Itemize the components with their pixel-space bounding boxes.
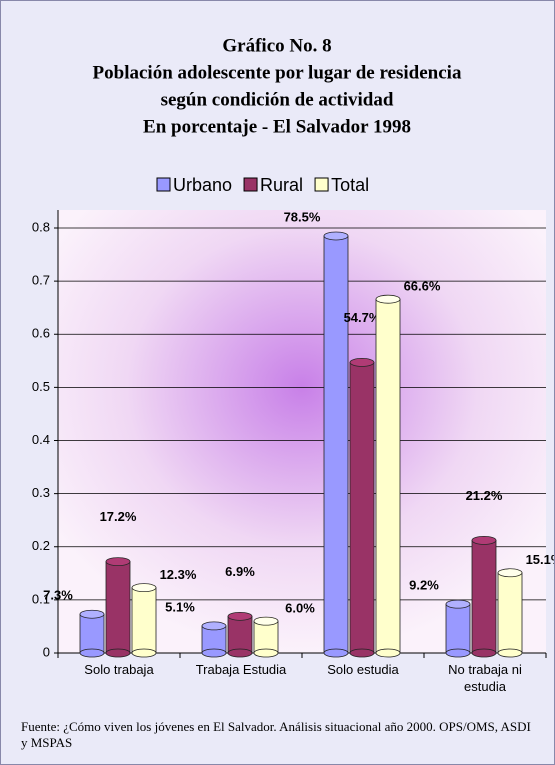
- legend-label: Urbano: [173, 175, 232, 195]
- bar-base: [79, 648, 105, 658]
- x-tick-label-box: No trabaja ni estudia: [448, 662, 522, 694]
- bar: [79, 613, 105, 654]
- chart: Gráfico No. 8 Población adolescente por l…: [32, 35, 554, 694]
- bar-top: [253, 616, 279, 626]
- source-note: Fuente: ¿Cómo viven los jóvenes en El Sa…: [21, 719, 531, 750]
- bar-base: [375, 648, 401, 658]
- chart-title: Gráfico No. 8: [222, 35, 331, 56]
- bar-base: [497, 648, 523, 658]
- bar: [375, 298, 401, 654]
- bar-base: [253, 648, 279, 658]
- value-label: 78.5%: [284, 209, 321, 224]
- legend-swatch: [314, 177, 329, 192]
- bar-base: [201, 648, 227, 658]
- bar-top: [201, 621, 227, 631]
- y-tick-label: 0.6: [32, 326, 50, 341]
- bar-top: [227, 611, 253, 621]
- x-tick-label: Trabaja Estudia: [195, 662, 287, 677]
- y-tick-label: 0.3: [32, 485, 50, 500]
- value-label: 7.3%: [43, 588, 73, 603]
- bar-base: [131, 648, 157, 658]
- y-tick-label: 0.1: [32, 591, 50, 606]
- bar: [471, 539, 497, 654]
- bar-top: [349, 358, 375, 367]
- bar: [253, 620, 279, 654]
- bar: [227, 615, 253, 654]
- value-label: 12.3%: [160, 567, 197, 582]
- bar: [497, 572, 523, 654]
- y-tick-label: 0.2: [32, 538, 50, 553]
- legend-label: Rural: [260, 175, 303, 195]
- bar: [323, 235, 349, 654]
- y-tick-label: 0: [43, 644, 50, 659]
- bar-top: [497, 568, 523, 578]
- value-label: 5.1%: [165, 599, 195, 614]
- bar-top: [445, 599, 471, 609]
- bar-base: [445, 648, 471, 658]
- value-label: 54.7%: [344, 310, 381, 325]
- plot-area: [58, 210, 546, 653]
- chart-title: según condición de actividad: [161, 89, 394, 110]
- value-label: 15.1%: [526, 552, 554, 567]
- bar-top: [323, 231, 349, 241]
- x-tick-label: No trabaja ni estudia: [448, 662, 522, 694]
- chart-title: En porcentaje - El Salvador 1998: [143, 116, 411, 137]
- bar-top: [471, 535, 497, 545]
- chart-title: Población adolescente por lugar de resid…: [93, 62, 462, 83]
- x-tick-label: Solo trabaja: [84, 662, 154, 677]
- bar-base: [105, 648, 131, 658]
- bar-top: [131, 583, 157, 593]
- bar-base: [471, 648, 497, 658]
- x-tick-label-box: Solo estudia: [327, 662, 399, 677]
- y-tick-label: 0.7: [32, 273, 50, 288]
- bar: [105, 561, 131, 654]
- value-label: 9.2%: [409, 578, 439, 593]
- x-tick-label-box: Solo trabaja: [84, 662, 154, 677]
- legend-swatch: [243, 177, 258, 192]
- value-label: 17.2%: [100, 509, 137, 524]
- value-label: 6.9%: [225, 564, 255, 579]
- y-tick-label: 0.5: [32, 379, 50, 394]
- value-label: 66.6%: [404, 279, 441, 294]
- bar-base: [323, 648, 349, 658]
- value-label: 6.0%: [285, 601, 315, 616]
- bar-base: [227, 648, 253, 658]
- bar: [445, 603, 471, 654]
- y-tick-label: 0.8: [32, 219, 50, 234]
- value-label: 21.2%: [466, 488, 503, 503]
- y-tick-label: 0.4: [32, 432, 50, 447]
- bar: [131, 587, 157, 654]
- legend-label: Total: [331, 175, 369, 195]
- bar-base: [349, 648, 375, 658]
- bar-top: [79, 609, 105, 619]
- x-tick-label-box: Trabaja Estudia: [195, 662, 287, 677]
- x-tick-label: Solo estudia: [327, 662, 399, 677]
- bar: [349, 362, 375, 654]
- legend-swatch: [156, 177, 171, 192]
- bar-top: [375, 294, 401, 304]
- bar-top: [105, 557, 131, 567]
